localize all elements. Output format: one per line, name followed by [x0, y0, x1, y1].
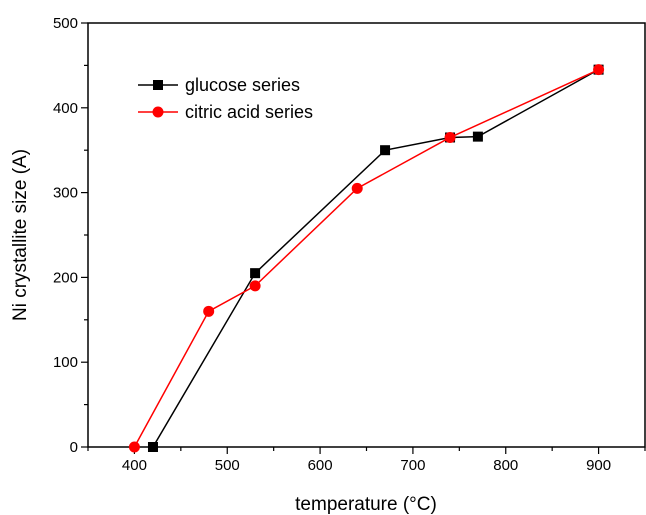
y-tick-label: 300 [53, 185, 78, 202]
x-tick-label: 400 [122, 457, 147, 474]
series-layer [128, 64, 605, 453]
y-tick-label: 200 [53, 269, 78, 286]
axis-ticks [81, 22, 646, 454]
data-point [250, 268, 261, 279]
y-tick-label: 500 [53, 15, 78, 32]
x-axis-title: temperature (°C) [295, 494, 437, 515]
data-point [444, 131, 456, 143]
x-tick-label: 700 [400, 457, 425, 474]
x-tick-label: 600 [308, 457, 333, 474]
x-tick-label: 800 [493, 457, 518, 474]
legend: glucose series citric acid series [138, 75, 313, 122]
data-point [593, 64, 605, 76]
y-tick-label: 0 [70, 439, 78, 456]
legend-label-glucose: glucose series [185, 75, 300, 95]
data-point [351, 182, 363, 194]
y-tick-label: 100 [53, 354, 78, 371]
tick-labels: 400 500 600 700 800 900 0 100 200 300 400 500 [53, 15, 611, 474]
series-glucose [147, 64, 604, 452]
data-point [128, 441, 140, 453]
y-axis-title: Ni crystallite size (A) [10, 149, 31, 321]
x-tick-label: 900 [586, 457, 611, 474]
x-tick-label: 500 [215, 457, 240, 474]
legend-marker-citric [152, 106, 164, 118]
series-citric-acid [128, 64, 605, 453]
series-line [152, 68, 599, 448]
data-point [472, 131, 483, 142]
series-line [133, 68, 599, 448]
y-tick-label: 400 [53, 100, 78, 117]
legend-label-citric: citric acid series [185, 102, 313, 122]
data-point [203, 305, 215, 317]
data-point [249, 280, 261, 292]
data-point [147, 442, 158, 452]
data-point [380, 145, 391, 156]
legend-marker-glucose [153, 80, 163, 90]
